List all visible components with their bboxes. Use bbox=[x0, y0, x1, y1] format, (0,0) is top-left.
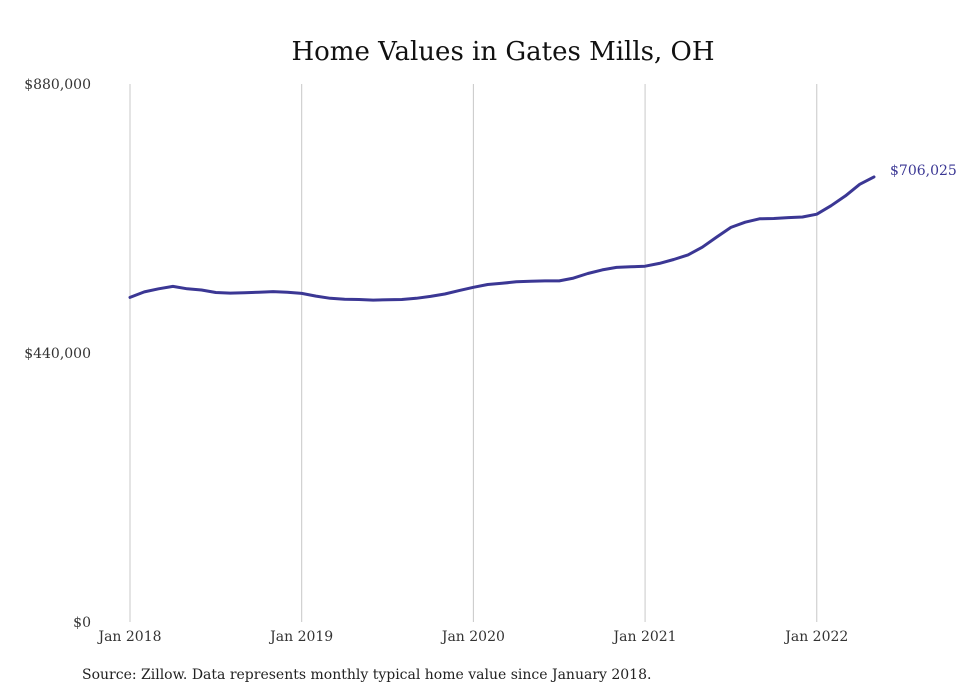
x-tick-label: Jan 2018 bbox=[96, 629, 161, 645]
series-line bbox=[128, 175, 876, 302]
gridlines bbox=[129, 84, 818, 622]
end-value-label: $706,025 bbox=[890, 163, 957, 179]
y-tick-label: $0 bbox=[73, 615, 91, 631]
y-tick-label: $440,000 bbox=[24, 346, 91, 362]
x-tick-label: Jan 2021 bbox=[612, 629, 677, 645]
x-axis-ticks: Jan 2018 Jan 2019 Jan 2020 Jan 2021 Jan 2022 bbox=[96, 629, 848, 645]
source-note: Source: Zillow. Data represents monthly … bbox=[82, 667, 652, 683]
y-axis-ticks: $0 $440,000 $880,000 bbox=[24, 77, 91, 631]
x-tick-label: Jan 2022 bbox=[783, 629, 848, 645]
y-tick-label: $880,000 bbox=[24, 77, 91, 93]
series-group: $706,025 bbox=[128, 163, 957, 302]
chart-title: Home Values in Gates Mills, OH bbox=[291, 37, 714, 67]
x-tick-label: Jan 2019 bbox=[268, 629, 333, 645]
x-tick-label: Jan 2020 bbox=[440, 629, 505, 645]
